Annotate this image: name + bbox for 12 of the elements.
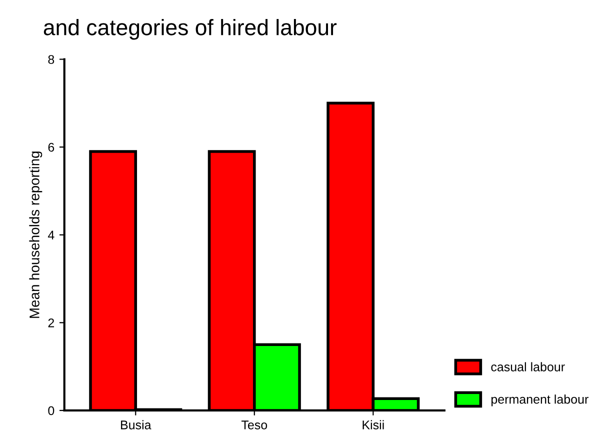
- x-tick-label: Busia: [121, 420, 152, 430]
- y-axis-title: Mean households reporting: [29, 152, 42, 318]
- y-tick-label: 6: [48, 142, 54, 152]
- legend-label: permanent labour: [491, 394, 588, 406]
- y-tick-label: 2: [48, 318, 54, 328]
- chart-title: and categories of hired labour: [44, 19, 337, 40]
- y-tick-label: 8: [48, 55, 54, 64]
- legend-label: casual labour: [491, 362, 565, 372]
- y-tick-label: 0: [48, 406, 54, 416]
- x-tick-label: Kisii: [362, 420, 384, 430]
- x-tick-label: Teso: [241, 420, 268, 430]
- y-tick-label: 4: [48, 230, 54, 240]
